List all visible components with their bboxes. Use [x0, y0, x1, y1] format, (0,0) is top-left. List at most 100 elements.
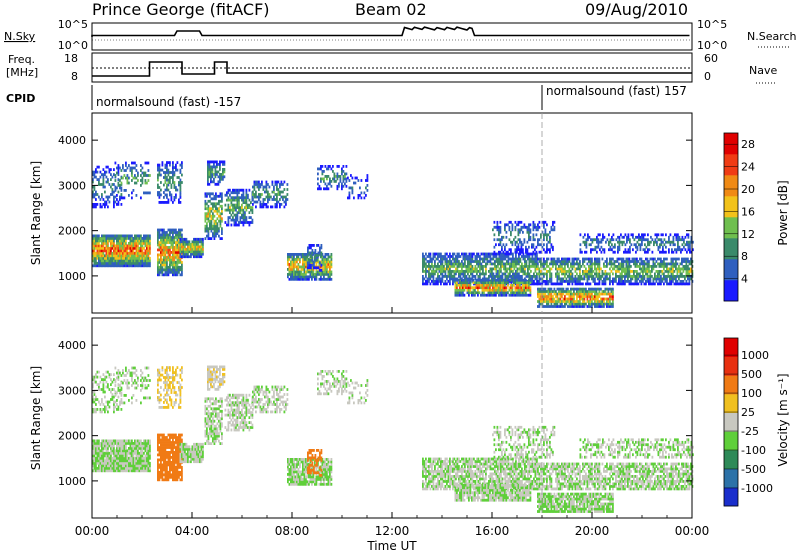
power-cell [283, 188, 286, 191]
power-cell [245, 218, 248, 222]
power-cell [681, 280, 683, 283]
power-cell [216, 227, 219, 231]
power-cell [313, 263, 315, 267]
power-cell [522, 281, 524, 285]
power-cell [615, 280, 617, 283]
power-cell [553, 262, 556, 266]
power-cell [670, 267, 673, 271]
power-cell [471, 277, 474, 281]
power-cell [117, 261, 120, 265]
power-cell [589, 305, 592, 308]
power-cell [157, 163, 159, 167]
power-cell [521, 265, 523, 268]
power-cell [476, 272, 478, 276]
power-cell [255, 190, 257, 194]
power-cell [491, 270, 493, 273]
power-cell [300, 275, 303, 279]
power-cell [123, 251, 126, 255]
power-cell [543, 223, 545, 227]
power-cell [497, 260, 499, 263]
power-cell [522, 291, 524, 295]
power-cell [519, 240, 521, 244]
power-cell [460, 288, 463, 292]
power-cell [323, 263, 325, 266]
power-cell [93, 239, 96, 243]
power-cell [609, 292, 611, 296]
power-cell [492, 252, 495, 256]
power-cell [438, 252, 441, 256]
power-cell [480, 293, 482, 297]
power-cell [653, 240, 655, 244]
power-cell [583, 270, 586, 273]
power-cell [440, 267, 442, 271]
power-cell [507, 257, 510, 261]
power-cell [589, 287, 592, 291]
power-cell [480, 262, 483, 266]
power-cell [98, 256, 100, 260]
power-cell [527, 275, 529, 278]
power-cell [140, 244, 142, 248]
power-cell [468, 278, 470, 282]
power-cell [351, 186, 354, 190]
power-cell [140, 254, 142, 258]
power-cell [550, 228, 553, 232]
power-cell [520, 291, 523, 295]
power-cell [283, 205, 286, 209]
power-cell [288, 265, 291, 269]
power-cell [619, 267, 622, 271]
power-cell [540, 295, 542, 298]
power-cell [598, 290, 601, 293]
power-cell [160, 243, 162, 247]
power-cell [561, 267, 563, 271]
power-cell [662, 248, 664, 252]
power-cell [607, 302, 610, 306]
power-cell [143, 261, 145, 265]
power-cell [616, 260, 619, 263]
power-cell [683, 238, 685, 242]
power-cell [675, 277, 677, 281]
power-cell [500, 255, 502, 258]
power-cell [116, 246, 118, 250]
power-cell [609, 282, 611, 286]
power-cell [204, 204, 207, 208]
power-cell [265, 188, 268, 191]
power-cell [181, 261, 183, 264]
power-cell [181, 250, 183, 254]
power-cell [579, 243, 582, 247]
power-cell [527, 255, 529, 258]
power-cell [587, 235, 589, 239]
power-cell [609, 302, 611, 306]
power-cell [170, 258, 173, 262]
power-cell [500, 260, 502, 263]
power-cell [147, 244, 150, 248]
power-cell [504, 248, 506, 252]
power-cell [122, 164, 124, 167]
power-cell [621, 257, 623, 261]
power-cell [132, 242, 135, 245]
power-cell [423, 257, 426, 261]
power-cell [213, 202, 216, 206]
power-cell [302, 268, 304, 271]
power-cell [242, 208, 245, 212]
power-cell [216, 209, 219, 213]
power-cell [173, 198, 176, 202]
power-cell [104, 254, 106, 258]
power-cell [628, 265, 631, 268]
power-cell [426, 260, 429, 263]
power-cell [561, 272, 563, 276]
power-cell [640, 282, 643, 286]
power-cell [528, 225, 530, 229]
power-cell [113, 205, 115, 209]
power-cell [583, 275, 586, 278]
power-cell [146, 251, 148, 255]
power-cell [636, 265, 638, 268]
power-cell [588, 260, 590, 263]
power-cell [603, 235, 606, 239]
power-cell [119, 198, 121, 201]
power-cell [583, 297, 586, 301]
power-cell [484, 278, 487, 282]
power-cell [315, 275, 318, 279]
power-cell [204, 212, 207, 216]
power-cell [105, 165, 108, 169]
power-cell [320, 268, 323, 272]
